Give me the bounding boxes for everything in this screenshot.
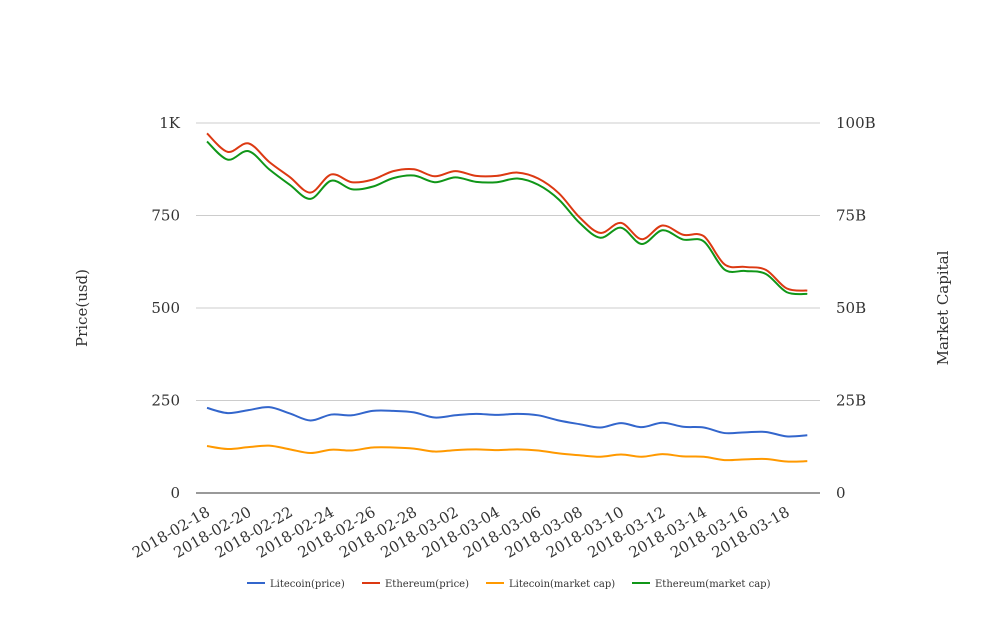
y-tick-label-right: 25B [836, 392, 866, 410]
legend-label: Litecoin(price) [270, 579, 345, 590]
legend-item-litecoin-market-cap[interactable]: Litecoin(market cap) [486, 579, 615, 590]
y-tick-label-right: 75B [836, 207, 866, 225]
series-line-ethereum-market-cap [206, 140, 808, 296]
series-line-litecoin-price [206, 406, 808, 438]
y-axis-right-ticks: 0 25B 50B 75B 100B [836, 114, 876, 502]
y-tick-label-right: 0 [836, 484, 846, 502]
series-line-ethereum-price [206, 132, 808, 292]
series-lines [206, 132, 808, 463]
series-line-litecoin-market-cap [206, 444, 808, 463]
y-tick-label-left: 750 [151, 207, 180, 225]
y-tick-label-left: 500 [151, 299, 180, 317]
gridlines [196, 122, 820, 401]
y-tick-label-left: 0 [170, 484, 180, 502]
y-tick-label-right: 100B [836, 114, 876, 132]
legend-item-ethereum-price[interactable]: Ethereum(price) [362, 579, 469, 590]
y-axis-right-title: Market Capital [934, 250, 952, 365]
legend-label: Litecoin(market cap) [509, 579, 615, 590]
x-axis-ticks: 2018-02-182018-02-202018-02-222018-02-24… [129, 503, 792, 562]
legend-label: Ethereum(price) [385, 579, 469, 590]
y-axis-left-title: Price(usd) [73, 269, 91, 347]
legend[interactable]: Litecoin(price) Ethereum(price) Litecoin(m… [247, 579, 771, 590]
y-tick-label-left: 250 [151, 392, 180, 410]
y-axis-left-ticks: 0 250 500 750 1K [151, 114, 180, 502]
legend-label: Ethereum(market cap) [655, 579, 771, 590]
y-tick-label-left: 1K [159, 114, 181, 132]
legend-item-ethereum-market-cap[interactable]: Ethereum(market cap) [632, 579, 771, 590]
legend-item-litecoin-price[interactable]: Litecoin(price) [247, 579, 345, 590]
y-tick-label-right: 50B [836, 299, 866, 317]
